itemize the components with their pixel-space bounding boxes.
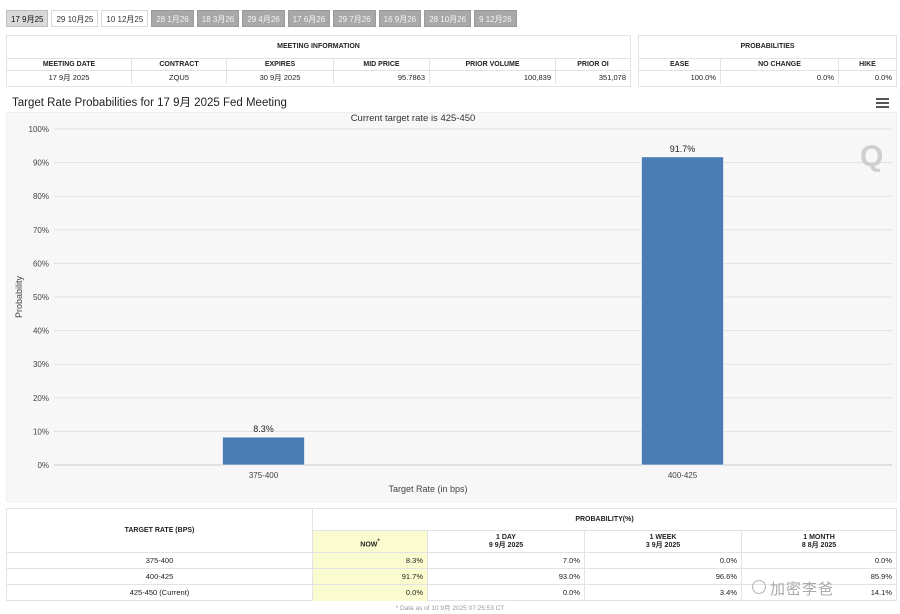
period-header-day: 1 DAY 9 9月 2025 — [428, 531, 585, 553]
y-tick-label: 20% — [33, 394, 49, 403]
bar-400-425 — [641, 156, 724, 466]
ease-value: 100.0% — [639, 71, 721, 84]
tab-meeting-8[interactable]: 16 9月26 — [378, 10, 422, 27]
table-cell-now: 0.0% — [313, 585, 428, 601]
period-week-date: 3 9月 2025 — [645, 542, 681, 549]
x-axis-title: Target Rate (in bps) — [388, 484, 467, 494]
col-mid-price: MID PRICE — [334, 59, 430, 71]
table-cell-month: 14.1% — [870, 588, 892, 597]
bar-data-label: 91.7% — [670, 144, 696, 154]
y-tick-label: 60% — [33, 259, 49, 268]
table-cell-day: 0.0% — [428, 585, 585, 601]
y-tick-label: 40% — [33, 327, 49, 336]
probabilities-value-row: 100.0% 0.0% 0.0% — [639, 71, 896, 84]
tab-meeting-0[interactable]: 17 9月25 — [6, 10, 49, 27]
period-day-label: 1 DAY — [496, 534, 516, 541]
data-timestamp-footnote: * Data as of 10 9月 2025 07:25:53 CT — [395, 605, 505, 612]
period-day-date: 9 9月 2025 — [488, 542, 524, 549]
target-rate-header: TARGET RATE (BPS) — [7, 509, 313, 553]
tab-meeting-6[interactable]: 17 6月26 — [287, 10, 331, 27]
overlay-watermark: 加密李爸 — [770, 581, 835, 598]
probabilities-title: PROBABILITIES — [639, 36, 896, 59]
prior-volume-value: 100,839 — [430, 71, 556, 84]
tab-meeting-1[interactable]: 29 10月25 — [51, 10, 99, 27]
meeting-information-panel: MEETING INFORMATION MEETING DATE CONTRAC… — [6, 35, 631, 87]
hike-value: 0.0% — [874, 73, 892, 82]
col-prior-oi: PRIOR OI — [556, 59, 630, 71]
period-header-week: 1 WEEK 3 9月 2025 — [585, 531, 742, 553]
period-month-date: 8 8月 2025 — [801, 542, 837, 549]
table-cell-rate: 375-400 — [7, 553, 313, 569]
tab-meeting-9[interactable]: 28 10月26 — [424, 10, 472, 27]
col-ease: EASE — [639, 59, 721, 71]
period-week-label: 1 WEEK — [649, 534, 677, 541]
col-hike: HIKE — [839, 59, 896, 71]
chart-area: 0% 10% 20% 30% 40% 50% 60% 70% 80% 90% 100% 8.3% 375… — [6, 112, 897, 502]
table-cell-month: 0.0% — [742, 553, 896, 569]
tab-meeting-3[interactable]: 28 1月26 — [151, 10, 194, 27]
meeting-date-value: 17 9月 2025 — [7, 71, 132, 84]
meeting-info-header-row: MEETING DATE CONTRACT EXPIRES MID PRICE … — [7, 59, 630, 71]
probability-header: PROBABILITY(%) — [313, 509, 896, 531]
y-tick-label: 80% — [33, 192, 49, 201]
probability-table: TARGET RATE (BPS) PROBABILITY(%) NOW* 1 … — [6, 508, 897, 601]
tab-meeting-2[interactable]: 10 12月25 — [101, 10, 149, 27]
period-month-label: 1 MONTH — [803, 534, 835, 541]
col-no-change: NO CHANGE — [721, 59, 839, 71]
y-tick-label: 100% — [29, 125, 49, 134]
bar-data-label: 8.3% — [253, 424, 274, 434]
meeting-information-title: MEETING INFORMATION — [7, 36, 630, 59]
table-cell-now: 91.7% — [313, 569, 428, 585]
period-header-month: 1 MONTH 8 8月 2025 — [742, 531, 896, 553]
tab-meeting-5[interactable]: 29 4月26 — [242, 10, 285, 27]
x-tick-label: 400-425 — [668, 471, 698, 480]
mid-price-value: 95.7863 — [334, 71, 430, 84]
chart-title: Target Rate Probabilities for 17 9月 2025… — [12, 97, 287, 109]
y-tick-label: 0% — [37, 461, 49, 470]
bar-375-400 — [222, 436, 305, 466]
x-tick-label: 375-400 — [249, 471, 279, 480]
expires-value: 30 9月 2025 — [227, 71, 334, 84]
table-cell-rate: 425-450 (Current) — [7, 585, 313, 601]
table-cell-month: 85.9% — [742, 569, 896, 585]
col-meeting-date: MEETING DATE — [7, 59, 132, 71]
col-expires: EXPIRES — [227, 59, 334, 71]
q-watermark: Q — [860, 140, 884, 173]
bar-chart: 0% 10% 20% 30% 40% 50% 60% 70% 80% 90% 100% 8.3% 375… — [14, 113, 892, 494]
tab-meeting-7[interactable]: 29 7月26 — [333, 10, 376, 27]
contract-value: ZQU5 — [132, 71, 227, 84]
now-marker: * — [377, 539, 380, 545]
col-contract: CONTRACT — [132, 59, 227, 71]
y-tick-label: 90% — [33, 159, 49, 168]
now-label: NOW — [360, 541, 378, 549]
probabilities-header-row: EASE NO CHANGE HIKE — [639, 59, 896, 71]
tab-meeting-10[interactable]: 9 12月26 — [474, 10, 517, 27]
now-header: NOW* — [313, 531, 428, 553]
chart-menu-icon[interactable] — [876, 98, 889, 109]
table-cell-rate: 400-425 — [7, 569, 313, 585]
y-tick-label: 50% — [33, 293, 49, 302]
tab-meeting-4[interactable]: 18 3月26 — [196, 10, 240, 27]
prior-oi-value: 351,078 — [598, 73, 626, 82]
watermark-logo-icon — [752, 580, 766, 594]
probabilities-panel: PROBABILITIES EASE NO CHANGE HIKE 100.0%… — [638, 35, 897, 87]
y-tick-label: 10% — [33, 427, 49, 436]
y-tick-label: 30% — [33, 360, 49, 369]
y-tick-label: 70% — [33, 226, 49, 235]
table-cell-week: 96.6% — [585, 569, 742, 585]
table-cell-day: 93.0% — [428, 569, 585, 585]
table-cell-week: 3.4% — [585, 585, 742, 601]
no-change-value: 0.0% — [721, 71, 839, 84]
col-prior-volume: PRIOR VOLUME — [430, 59, 556, 71]
table-cell-now: 8.3% — [313, 553, 428, 569]
meeting-info-value-row: 17 9月 2025 ZQU5 30 9月 2025 95.7863 100,8… — [7, 71, 630, 84]
y-axis-title: Probability — [14, 275, 24, 318]
meeting-tabs: 17 9月25 29 10月25 10 12月25 28 1月26 18 3月26 29 … — [6, 10, 517, 27]
table-cell-day: 7.0% — [428, 553, 585, 569]
table-cell-week: 0.0% — [585, 553, 742, 569]
chart-subtitle: Current target rate is 425-450 — [351, 113, 476, 124]
